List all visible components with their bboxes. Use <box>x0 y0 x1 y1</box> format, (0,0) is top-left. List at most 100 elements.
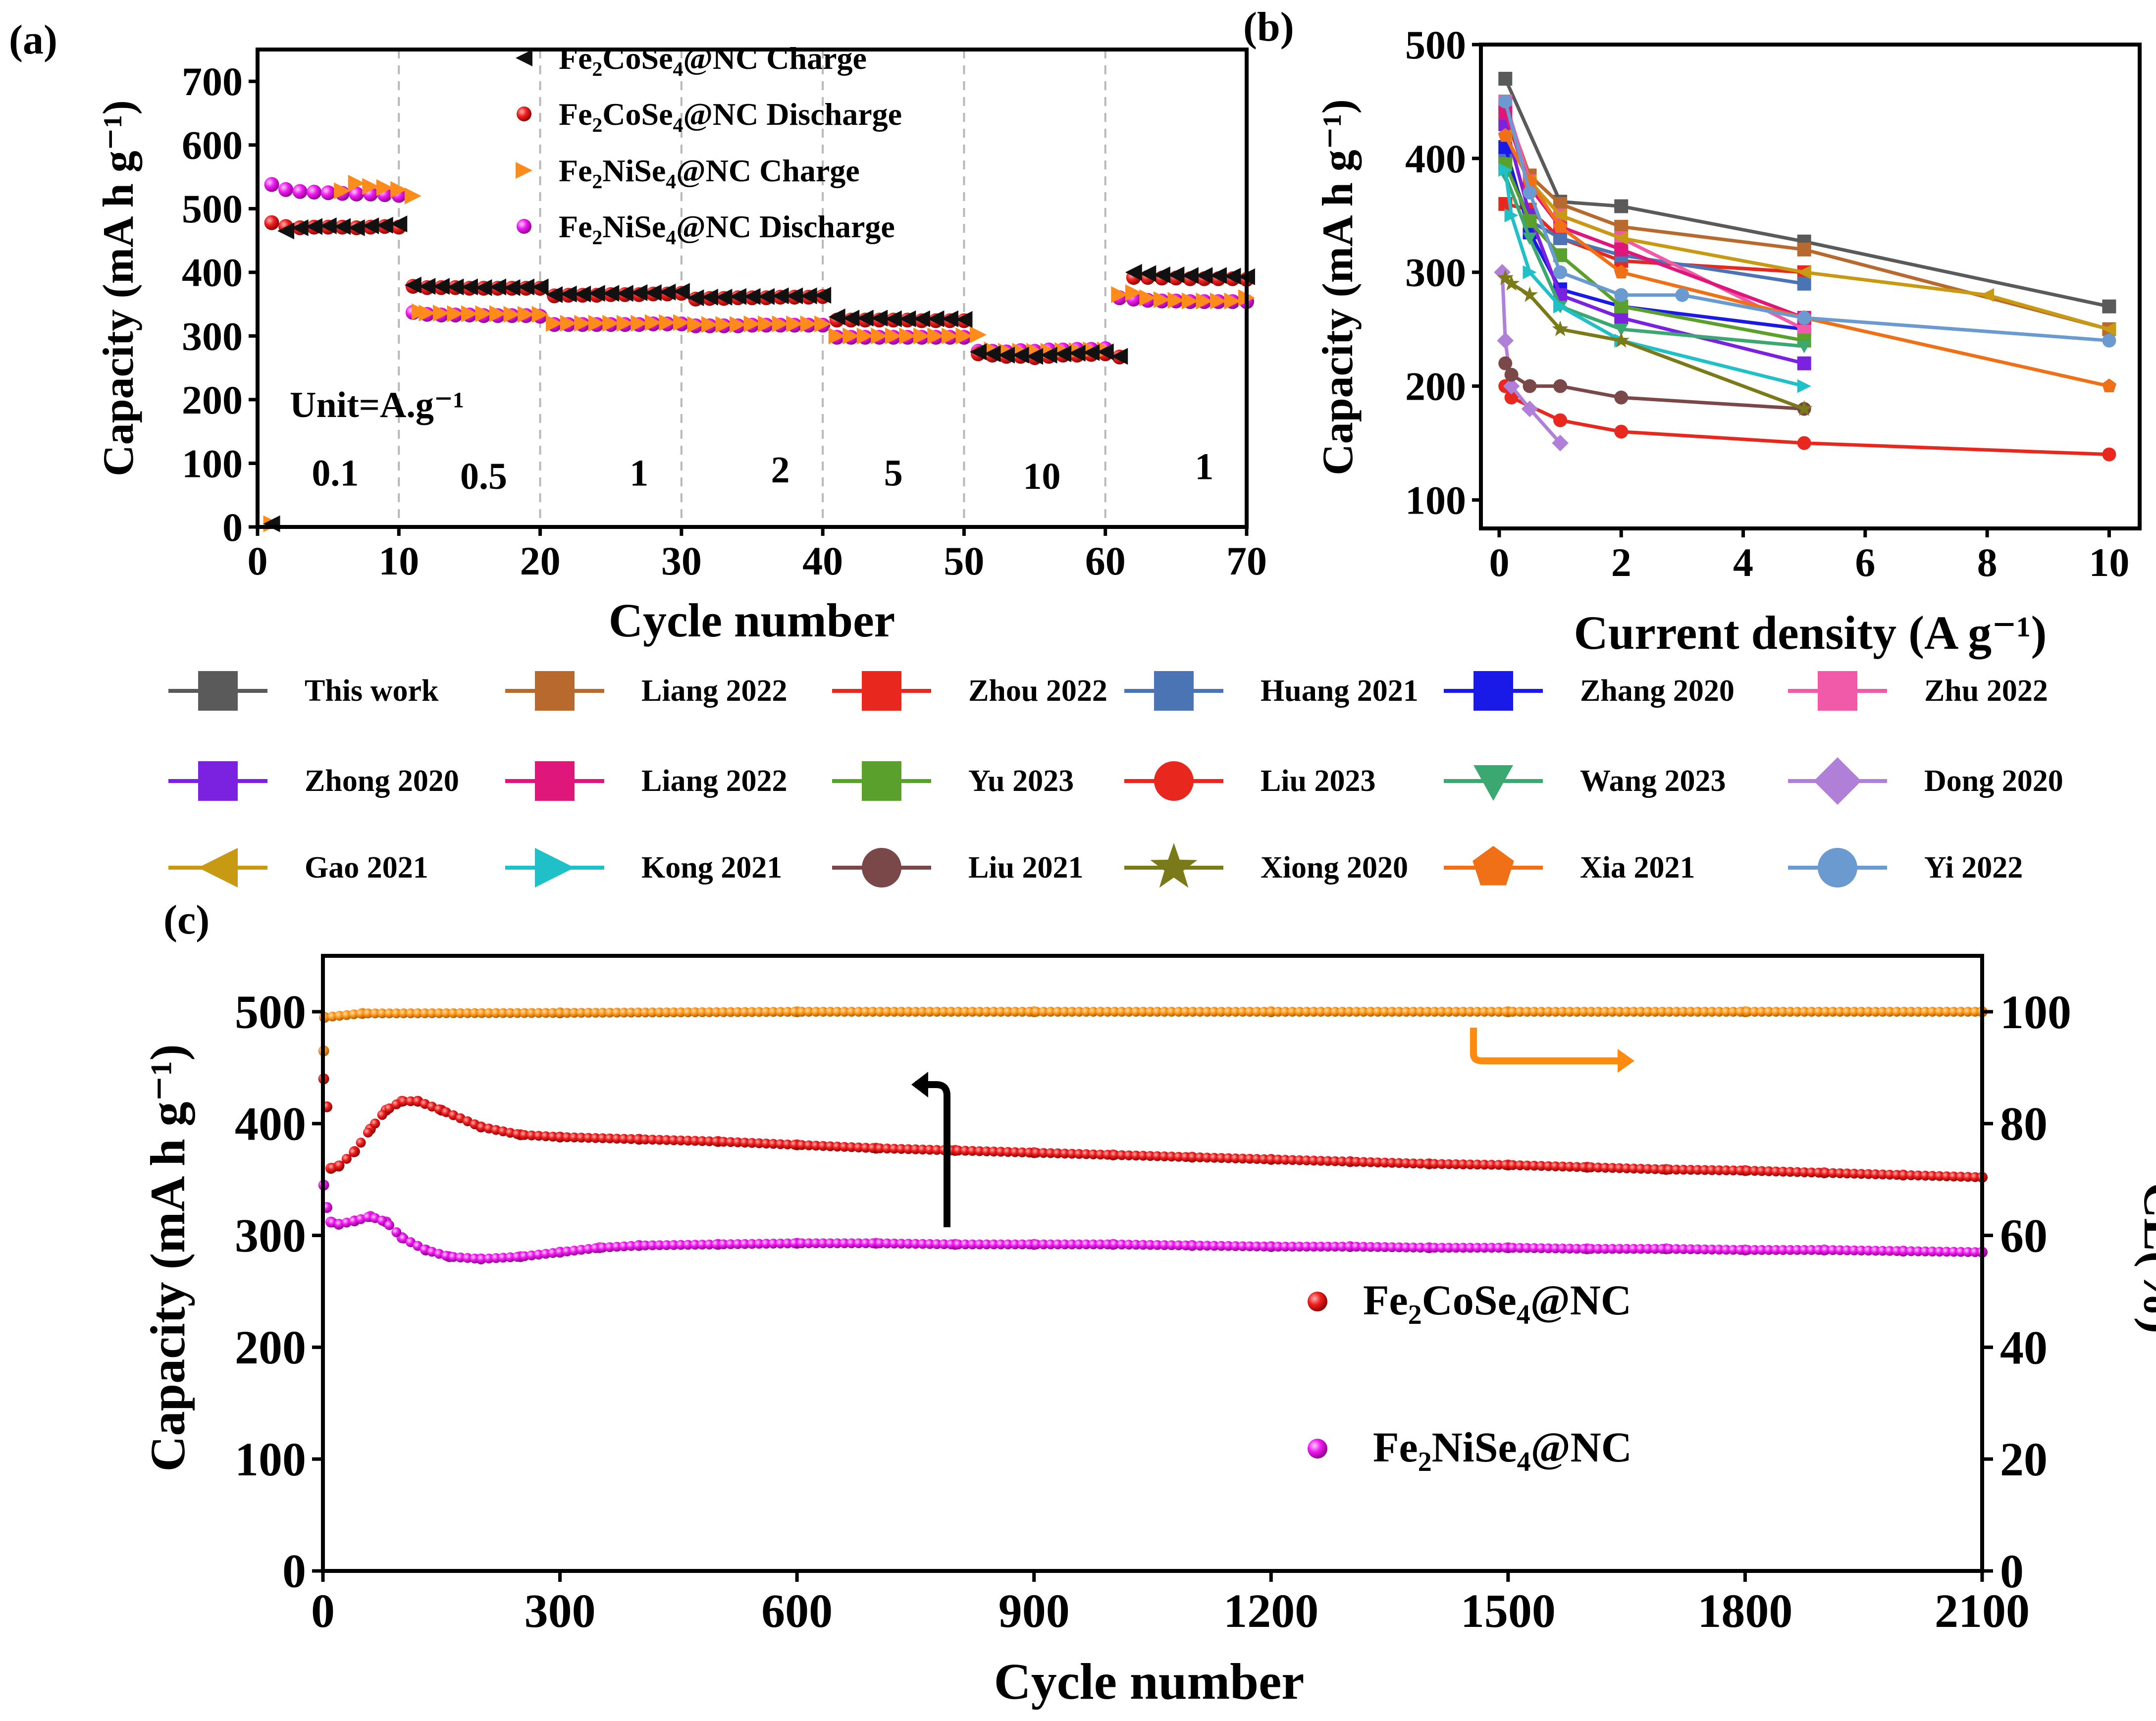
data-point-a <box>1139 289 1157 307</box>
data-point-a <box>927 310 945 327</box>
data-point-c <box>960 1146 970 1156</box>
data-point-c <box>1280 1006 1290 1017</box>
data-point-c <box>1124 1006 1134 1017</box>
data-point-c <box>1031 1239 1042 1250</box>
data-point-c <box>1529 1243 1539 1253</box>
data-point-a <box>955 327 973 345</box>
data-point-c <box>1323 1156 1333 1166</box>
data-point-c <box>1863 1246 1874 1256</box>
data-point-c <box>789 1140 800 1150</box>
data-point-c <box>754 1138 764 1148</box>
data-point-a <box>376 179 393 196</box>
data-point-c <box>1074 1149 1084 1159</box>
data-point-c <box>1081 1149 1091 1159</box>
legend-label: Xia 2021 <box>1580 851 1695 885</box>
data-point-c <box>960 1006 970 1017</box>
x-tick-label: 40 <box>802 538 843 583</box>
data-point-b <box>1614 390 1629 405</box>
data-point-c <box>1287 1155 1298 1165</box>
data-point-a <box>758 315 775 332</box>
data-point-c <box>1465 1243 1475 1253</box>
data-point-a <box>842 327 860 345</box>
data-point-c <box>1237 1153 1248 1164</box>
data-point-c <box>562 1132 572 1143</box>
data-point-c <box>1237 1006 1248 1017</box>
data-point-c <box>1209 1152 1219 1163</box>
data-point-c <box>669 1135 679 1146</box>
data-point-c <box>1885 1006 1895 1017</box>
data-point-c <box>1188 1152 1198 1162</box>
data-point-c <box>1145 1151 1156 1161</box>
data-point-c <box>569 1132 579 1143</box>
data-point-c <box>1657 1164 1667 1175</box>
data-point-c <box>1785 1245 1795 1255</box>
data-point-c <box>526 1130 537 1141</box>
data-point-a <box>814 287 832 304</box>
data-point-c <box>1408 1006 1419 1017</box>
data-point-a <box>475 279 492 296</box>
data-point-a <box>998 346 1015 364</box>
legend-marker <box>862 761 901 801</box>
data-point-c <box>647 1240 658 1251</box>
data-point-c <box>1714 1245 1724 1255</box>
data-point-c <box>1643 1244 1653 1254</box>
data-point-c <box>1451 1159 1461 1169</box>
data-point-c <box>1849 1245 1859 1255</box>
data-point-c <box>889 1006 899 1017</box>
data-point-a <box>659 283 676 301</box>
data-point-c <box>1152 1151 1162 1161</box>
data-point-c <box>1671 1244 1682 1254</box>
data-point-c <box>1366 1006 1376 1017</box>
data-point-c <box>1173 1006 1184 1017</box>
data-point-c <box>875 1143 885 1153</box>
data-point-c <box>576 1133 586 1143</box>
data-point-b <box>2102 333 2116 348</box>
data-point-c <box>1799 1006 1810 1017</box>
data-point-c <box>1273 1006 1283 1017</box>
data-point-b <box>2102 322 2116 336</box>
data-point-c <box>363 1008 373 1019</box>
series-line <box>1504 363 1804 411</box>
data-point-c <box>1799 1245 1810 1255</box>
data-point-c <box>1607 1006 1618 1017</box>
data-point-c <box>1764 1166 1774 1176</box>
data-point-c <box>427 1008 437 1018</box>
data-point-c <box>1366 1242 1376 1252</box>
data-point-c <box>1266 1242 1276 1252</box>
data-point-c <box>747 1138 757 1148</box>
data-point-c <box>839 1006 849 1017</box>
data-point-c <box>484 1008 494 1018</box>
data-point-c <box>1728 1165 1738 1176</box>
data-point-c <box>1501 1006 1511 1017</box>
data-point-c <box>967 1146 978 1156</box>
data-point-c <box>1181 1006 1191 1017</box>
y2-tick-label: 0 <box>2000 1545 2024 1598</box>
data-point-c <box>932 1239 942 1250</box>
data-point-c <box>1458 1006 1468 1017</box>
data-point-c <box>1095 1149 1105 1160</box>
data-point-c <box>1878 1006 1888 1017</box>
data-point-c <box>974 1006 985 1017</box>
y-tick-label: 400 <box>1405 136 1466 181</box>
data-point-c <box>925 1239 935 1249</box>
data-point-a <box>871 310 888 327</box>
data-point-c <box>1010 1239 1020 1250</box>
data-point-a <box>701 316 718 333</box>
data-point-a <box>631 314 648 332</box>
data-point-c <box>1813 1167 1824 1178</box>
data-point-c <box>1330 1006 1340 1017</box>
legend-marker <box>1154 671 1194 711</box>
data-point-c <box>846 1142 857 1152</box>
data-point-a <box>644 284 662 301</box>
data-point-c <box>1600 1244 1611 1254</box>
data-point-c <box>1650 1164 1660 1174</box>
data-point-a <box>743 288 761 305</box>
data-point-b <box>1504 208 1519 222</box>
data-point-a <box>602 314 620 332</box>
legend-marker <box>1150 843 1198 888</box>
y-tick-label: 500 <box>235 986 306 1039</box>
data-point-c <box>654 1007 665 1018</box>
data-point-b <box>1614 288 1629 302</box>
legend-label: Liu 2023 <box>1261 764 1376 798</box>
